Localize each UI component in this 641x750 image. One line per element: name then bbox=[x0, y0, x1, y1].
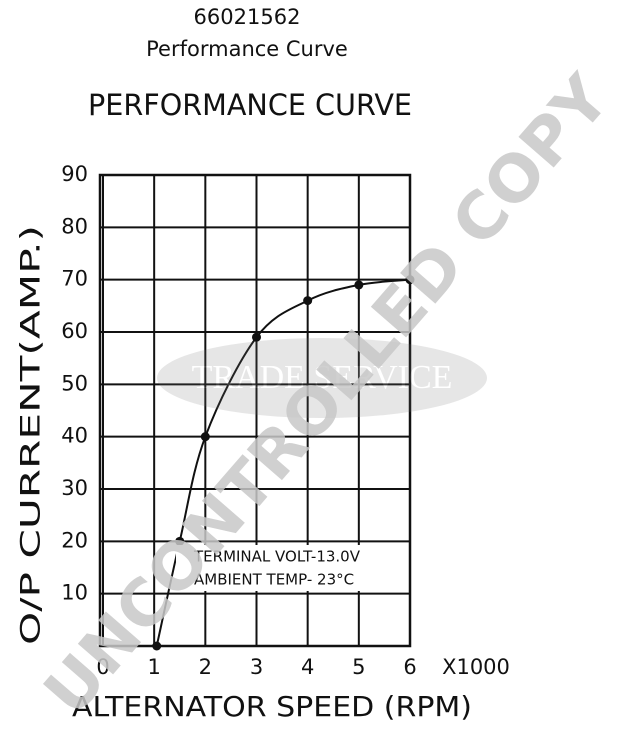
data-point bbox=[200, 432, 210, 442]
page-subtitle: Performance Curve bbox=[146, 37, 348, 61]
y-tick-label: 20 bbox=[61, 528, 88, 552]
chart-title: PERFORMANCE CURVE bbox=[88, 88, 412, 122]
x-tick-label: 5 bbox=[352, 655, 365, 679]
x-tick-label: 3 bbox=[250, 655, 263, 679]
x-tick-label: 4 bbox=[301, 655, 314, 679]
data-point bbox=[175, 536, 185, 546]
y-tick-label: 10 bbox=[61, 581, 88, 605]
x-unit: X1000 bbox=[442, 655, 510, 679]
y-tick-label: 40 bbox=[61, 424, 88, 448]
x-tick-label: 6 bbox=[403, 655, 416, 679]
x-tick-label: 0 bbox=[96, 655, 109, 679]
x-tick-label: 1 bbox=[147, 655, 160, 679]
watermark: TRADE SERVICE bbox=[192, 359, 453, 396]
y-tick-label: 70 bbox=[61, 267, 88, 291]
watermark: UNCONTROLLED COPY bbox=[31, 62, 625, 730]
y-axis-label: O/P CURRENT(AMP.) bbox=[16, 225, 47, 645]
x-tick-label: 2 bbox=[199, 655, 212, 679]
annotation-box bbox=[176, 545, 406, 591]
watermark-ellipse bbox=[157, 338, 487, 418]
page-title: 66021562 bbox=[194, 5, 301, 29]
y-tick-label: 90 bbox=[61, 162, 88, 186]
data-point bbox=[303, 296, 313, 306]
watermark-group: TRADE SERVICE bbox=[157, 338, 487, 418]
y-tick-label: 80 bbox=[61, 214, 88, 238]
data-point bbox=[252, 332, 261, 342]
annotation: TERMINAL VOLT-13.0V bbox=[193, 548, 361, 566]
y-tick-label: 30 bbox=[61, 476, 88, 500]
x-axis-label: ALTERNATOR SPEED (RPM) bbox=[72, 690, 472, 723]
data-point bbox=[152, 641, 162, 651]
y-tick-label: 50 bbox=[61, 371, 88, 395]
y-tick-label: 60 bbox=[61, 319, 88, 343]
data-point bbox=[354, 280, 364, 290]
plot: 10 20 30 40 50 60 70 80 90 0 1 2 3 4 5 6 bbox=[61, 162, 416, 679]
annotation: AMBIENT TEMP- 23°C bbox=[194, 571, 354, 589]
data-point bbox=[405, 275, 415, 285]
